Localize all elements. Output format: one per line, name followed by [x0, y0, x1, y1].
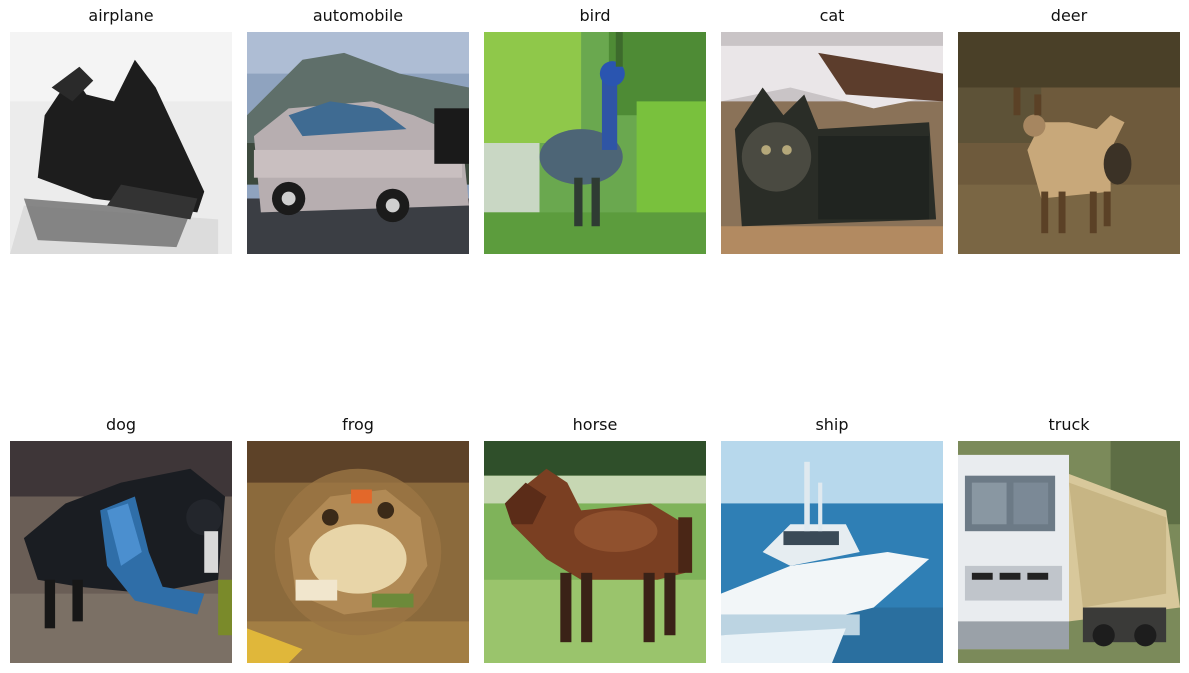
- automobile-image: [247, 32, 469, 254]
- horse-image: [484, 441, 706, 663]
- panel-title: cat: [819, 6, 845, 25]
- panel-title: bird: [579, 6, 611, 25]
- dog-image: [10, 441, 232, 663]
- panel-title: automobile: [312, 6, 404, 25]
- panel-title: horse: [572, 415, 618, 434]
- truck-image: [958, 441, 1180, 663]
- cat-image: [721, 32, 943, 254]
- panel-title: truck: [1048, 415, 1090, 434]
- panel-title: frog: [342, 415, 374, 434]
- ship-image: [721, 441, 943, 663]
- bird-image: [484, 32, 706, 254]
- panel-title: dog: [105, 415, 137, 434]
- panel-title: deer: [1050, 6, 1088, 25]
- airplane-image: [10, 32, 232, 254]
- frog-image: [247, 441, 469, 663]
- deer-image: [958, 32, 1180, 254]
- panel-title: airplane: [88, 6, 154, 25]
- panel-title: ship: [815, 415, 849, 434]
